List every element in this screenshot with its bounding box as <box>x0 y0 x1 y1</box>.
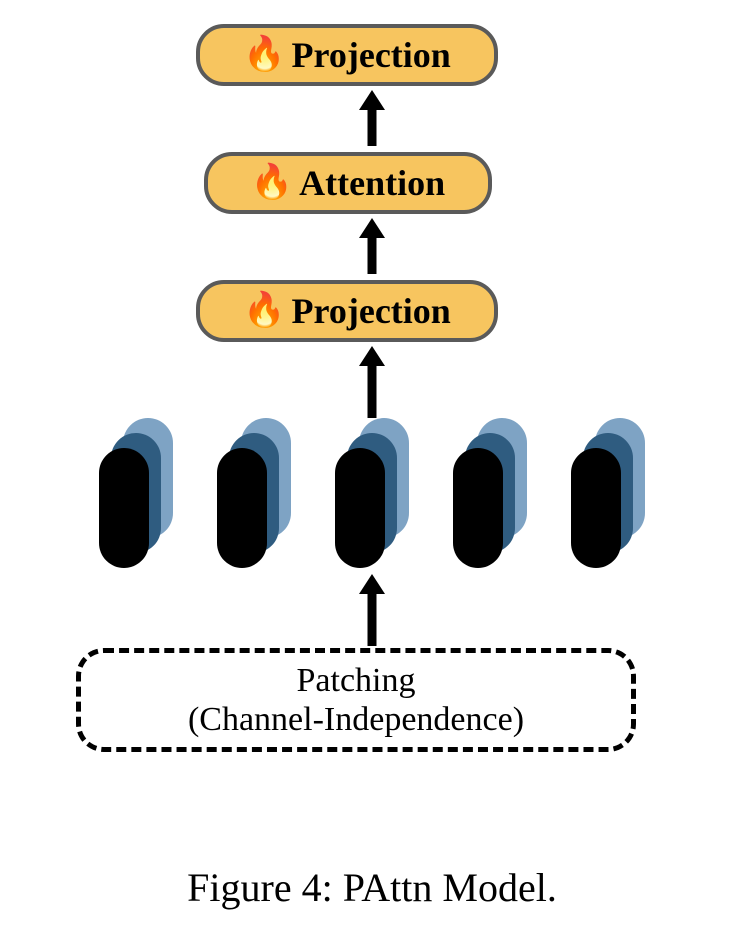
diagram-canvas: 🔥 Projection 🔥 Attention 🔥 Projection Pa… <box>0 0 744 850</box>
arrow-head-icon <box>359 218 385 238</box>
arrow-head-icon <box>359 346 385 366</box>
patch-front <box>99 448 149 568</box>
patches-row <box>99 418 645 568</box>
arrow-shaft <box>368 236 377 274</box>
figure-caption: Figure 4: PAttn Model. <box>0 864 744 911</box>
patch-stack <box>99 418 173 568</box>
arrow-head-icon <box>359 574 385 594</box>
patch-stack <box>571 418 645 568</box>
patch-front <box>335 448 385 568</box>
projection-label-bottom: Projection <box>292 290 451 332</box>
patch-stack <box>217 418 291 568</box>
arrow-shaft <box>368 364 377 418</box>
attention-label: Attention <box>299 162 445 204</box>
fire-icon: 🔥 <box>243 38 285 72</box>
patch-front <box>217 448 267 568</box>
attention-block: 🔥 Attention <box>204 152 492 214</box>
patch-stack <box>453 418 527 568</box>
fire-icon: 🔥 <box>251 166 293 200</box>
projection-block-bottom: 🔥 Projection <box>196 280 498 342</box>
patching-line1: Patching <box>297 661 416 700</box>
patch-front <box>571 448 621 568</box>
projection-label-top: Projection <box>292 34 451 76</box>
fire-icon: 🔥 <box>243 294 285 328</box>
arrow-shaft <box>368 592 377 646</box>
patching-box: Patching (Channel-Independence) <box>76 648 636 752</box>
patch-stack <box>335 418 409 568</box>
patching-line2: (Channel-Independence) <box>188 700 524 739</box>
patch-front <box>453 448 503 568</box>
projection-block-top: 🔥 Projection <box>196 24 498 86</box>
arrow-head-icon <box>359 90 385 110</box>
arrow-shaft <box>368 108 377 146</box>
